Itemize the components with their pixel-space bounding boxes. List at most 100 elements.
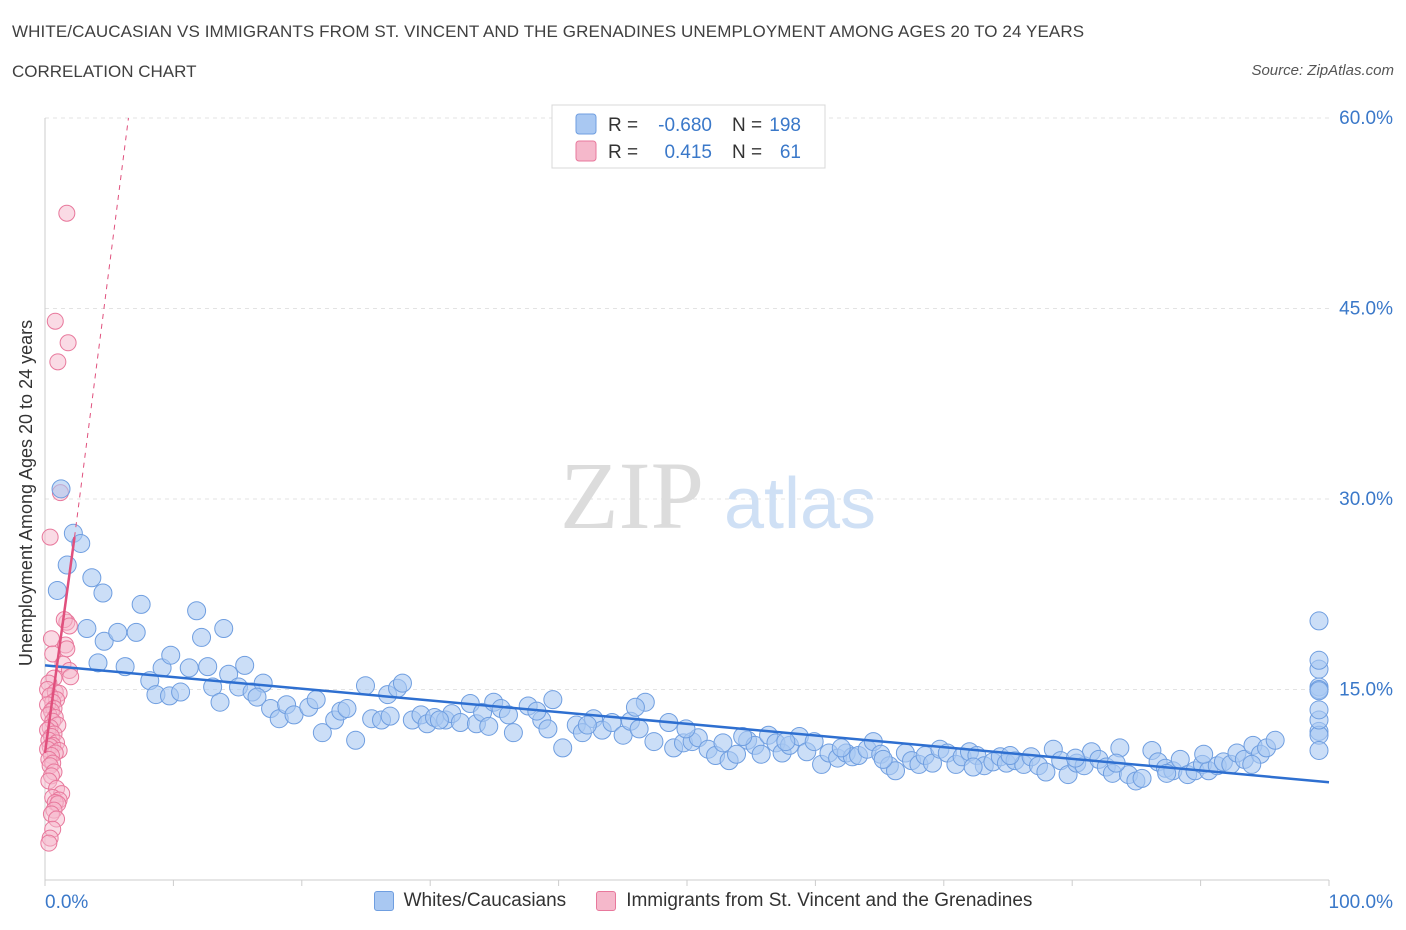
blue-point (644, 732, 664, 752)
legend-label-immigrants: Immigrants from St. Vincent and the Gren… (626, 890, 1033, 911)
x-tick-label: 0.0% (45, 892, 88, 913)
blue-point (1309, 700, 1329, 720)
blue-point (625, 697, 645, 717)
blue-point (94, 631, 114, 651)
x-tick-labels: 0.0% 100.0% (45, 892, 1393, 913)
blue-point (346, 730, 366, 750)
pink-point (41, 528, 59, 546)
blue-point (203, 677, 223, 697)
chart-subtitle: CORRELATION CHART (12, 62, 197, 81)
blue-point (776, 732, 796, 752)
blue-point (337, 699, 357, 719)
blue-point (553, 738, 573, 758)
legend-item-immigrants[interactable]: Immigrants from St. Vincent and the Gren… (596, 890, 1032, 912)
y-tick-label: 45.0% (1339, 299, 1393, 320)
legend-item-whites[interactable]: Whites/Caucasians (373, 890, 566, 912)
blue-point (171, 682, 191, 702)
blue-point (187, 601, 207, 621)
watermark: ZIP atlas (560, 442, 876, 549)
blue-point (751, 744, 771, 764)
blue-point (235, 655, 255, 675)
legend-swatch-blue (373, 891, 394, 911)
blue-point (355, 676, 375, 696)
blue-point (498, 705, 518, 725)
blue-point (198, 657, 218, 677)
legend-n-label-2: N = (732, 142, 762, 163)
blue-point (1036, 762, 1056, 782)
blue-point (93, 583, 113, 603)
blue-series-points (47, 479, 1329, 791)
blue-point (1309, 611, 1329, 631)
blue-point (392, 673, 412, 693)
gridlines (45, 117, 1329, 690)
blue-point (450, 713, 470, 733)
blue-point (1194, 744, 1214, 764)
pink-point (59, 334, 77, 352)
legend-n-label-1: N = (732, 115, 762, 136)
blue-point (629, 719, 649, 739)
watermark-zip: ZIP (560, 442, 704, 549)
blue-point (804, 732, 824, 752)
blue-point (538, 719, 558, 739)
blue-point (577, 715, 597, 735)
legend-r-value-1: -0.680 (658, 115, 712, 136)
watermark-atlas: atlas (724, 464, 876, 544)
y-tick-labels: 15.0% 30.0% 45.0% 60.0% (1339, 108, 1393, 701)
blue-point (713, 733, 733, 753)
pink-point (49, 353, 67, 371)
blue-point (161, 645, 181, 665)
chart-title: WHITE/CAUCASIAN VS IMMIGRANTS FROM ST. V… (12, 22, 1085, 41)
legend-box-pink-swatch (575, 140, 597, 162)
legend-n-value-1: 198 (769, 115, 801, 136)
blue-point (543, 690, 563, 710)
legend-r-label-1: R = (608, 115, 638, 136)
y-axis-label: Unemployment Among Ages 20 to 24 years (16, 320, 36, 666)
pink-point (40, 834, 58, 852)
blue-point (1000, 746, 1020, 766)
blue-point (179, 658, 199, 678)
blue-point (126, 622, 146, 642)
blue-point (88, 653, 108, 673)
pink-trend-line (43, 536, 76, 754)
trend-lines (43, 117, 1330, 784)
blue-point (284, 705, 304, 725)
blue-point (1265, 730, 1285, 750)
pink-point (46, 312, 64, 330)
blue-point (57, 555, 77, 575)
blue-point (733, 726, 753, 746)
blue-point (479, 716, 499, 736)
pink-point (62, 668, 80, 686)
blue-point (503, 723, 523, 743)
blue-point (71, 533, 91, 553)
y-tick-label: 30.0% (1339, 489, 1393, 510)
blue-point (77, 619, 97, 639)
source-label: Source: ZipAtlas.com (1251, 62, 1394, 79)
legend-box-blue-swatch (575, 113, 597, 135)
pink-series-points (39, 204, 80, 852)
blue-point (429, 710, 449, 730)
blue-point (192, 627, 212, 647)
blue-point (47, 580, 67, 600)
blue-point (1132, 768, 1152, 788)
blue-point (82, 568, 102, 588)
blue-point (131, 594, 151, 614)
legend-r-label-2: R = (608, 142, 638, 163)
pink-point (58, 204, 76, 222)
pink-point (44, 645, 62, 663)
pink-trend-extension (74, 117, 129, 538)
blue-point (963, 757, 983, 777)
blue-point (831, 738, 851, 758)
blue-point (886, 761, 906, 781)
bottom-legend: Whites/Caucasians Immigrants from St. Vi… (0, 890, 1406, 912)
y-tick-label: 60.0% (1339, 108, 1393, 129)
blue-point (108, 622, 128, 642)
blue-point (727, 744, 747, 764)
blue-point (210, 692, 230, 712)
blue-point (51, 479, 71, 499)
blue-point (312, 723, 332, 743)
legend-box: R = -0.680 N = 198 R = 0.415 N = 61 (551, 104, 826, 169)
y-tick-label: 15.0% (1339, 680, 1393, 701)
blue-point (380, 706, 400, 726)
blue-point (1309, 681, 1329, 701)
